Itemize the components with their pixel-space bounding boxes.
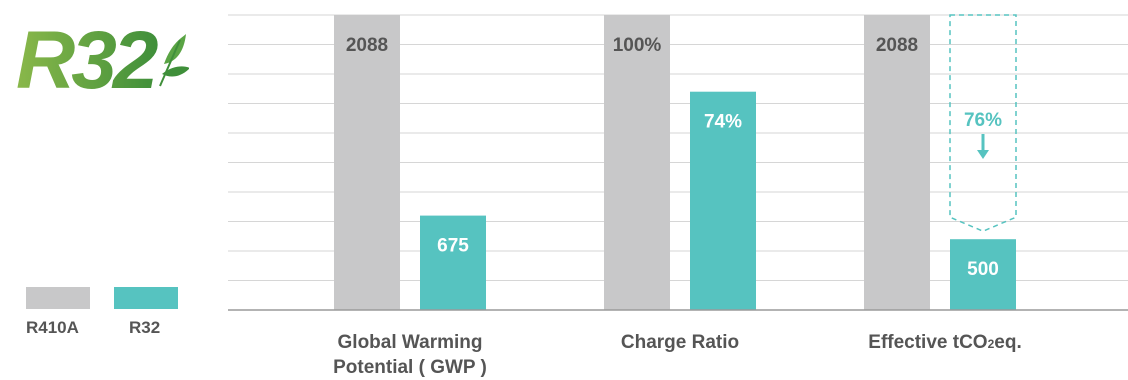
- category-label-tco2eq-subscript: 2: [987, 337, 995, 351]
- bar-r32-1: [690, 91, 756, 310]
- category-label-tco2eq: Effective tCO2eq.: [830, 330, 1060, 357]
- logo-text: R32: [16, 15, 158, 102]
- legend-label-r410a: R410A: [26, 318, 79, 337]
- bar-r32-2: [950, 239, 1016, 310]
- data-label-r32-1: 74%: [704, 112, 742, 133]
- category-label-tco2eq-text: Effective tCO: [868, 332, 988, 353]
- leaf-icon: [159, 34, 189, 87]
- category-label-gwp-line2: Potential ( GWP ): [333, 357, 487, 378]
- annotation-label: 76%: [964, 110, 1002, 131]
- bar-r410a-1: [604, 15, 670, 310]
- bar-r410a-0: [334, 15, 400, 310]
- category-label-gwp: Global Warming Potential ( GWP ): [295, 330, 525, 380]
- r32-logo: R32: [16, 15, 189, 102]
- category-label-tco2eq-suffix: eq.: [994, 332, 1022, 353]
- annotation-arrow-head: [977, 150, 989, 159]
- bar-r410a-2: [864, 15, 930, 310]
- legend-label-r32: R32: [129, 318, 161, 337]
- data-label-r410a-1: 100%: [613, 35, 662, 56]
- data-label-r410a-2: 2088: [876, 35, 918, 56]
- annotation-dashed-outline: [949, 14, 1017, 233]
- data-label-r32-2: 500: [967, 259, 999, 280]
- bar-r32-0: [420, 215, 486, 310]
- data-label-r32-0: 675: [437, 236, 469, 257]
- legend-swatch-r32: [114, 287, 178, 309]
- data-label-r410a-0: 2088: [346, 35, 388, 56]
- category-label-gwp-line1: Global Warming: [337, 332, 483, 353]
- category-label-charge-ratio-line1: Charge Ratio: [620, 332, 740, 353]
- category-label-charge-ratio: Charge Ratio: [565, 330, 795, 355]
- legend-swatch-r410a: [26, 287, 90, 309]
